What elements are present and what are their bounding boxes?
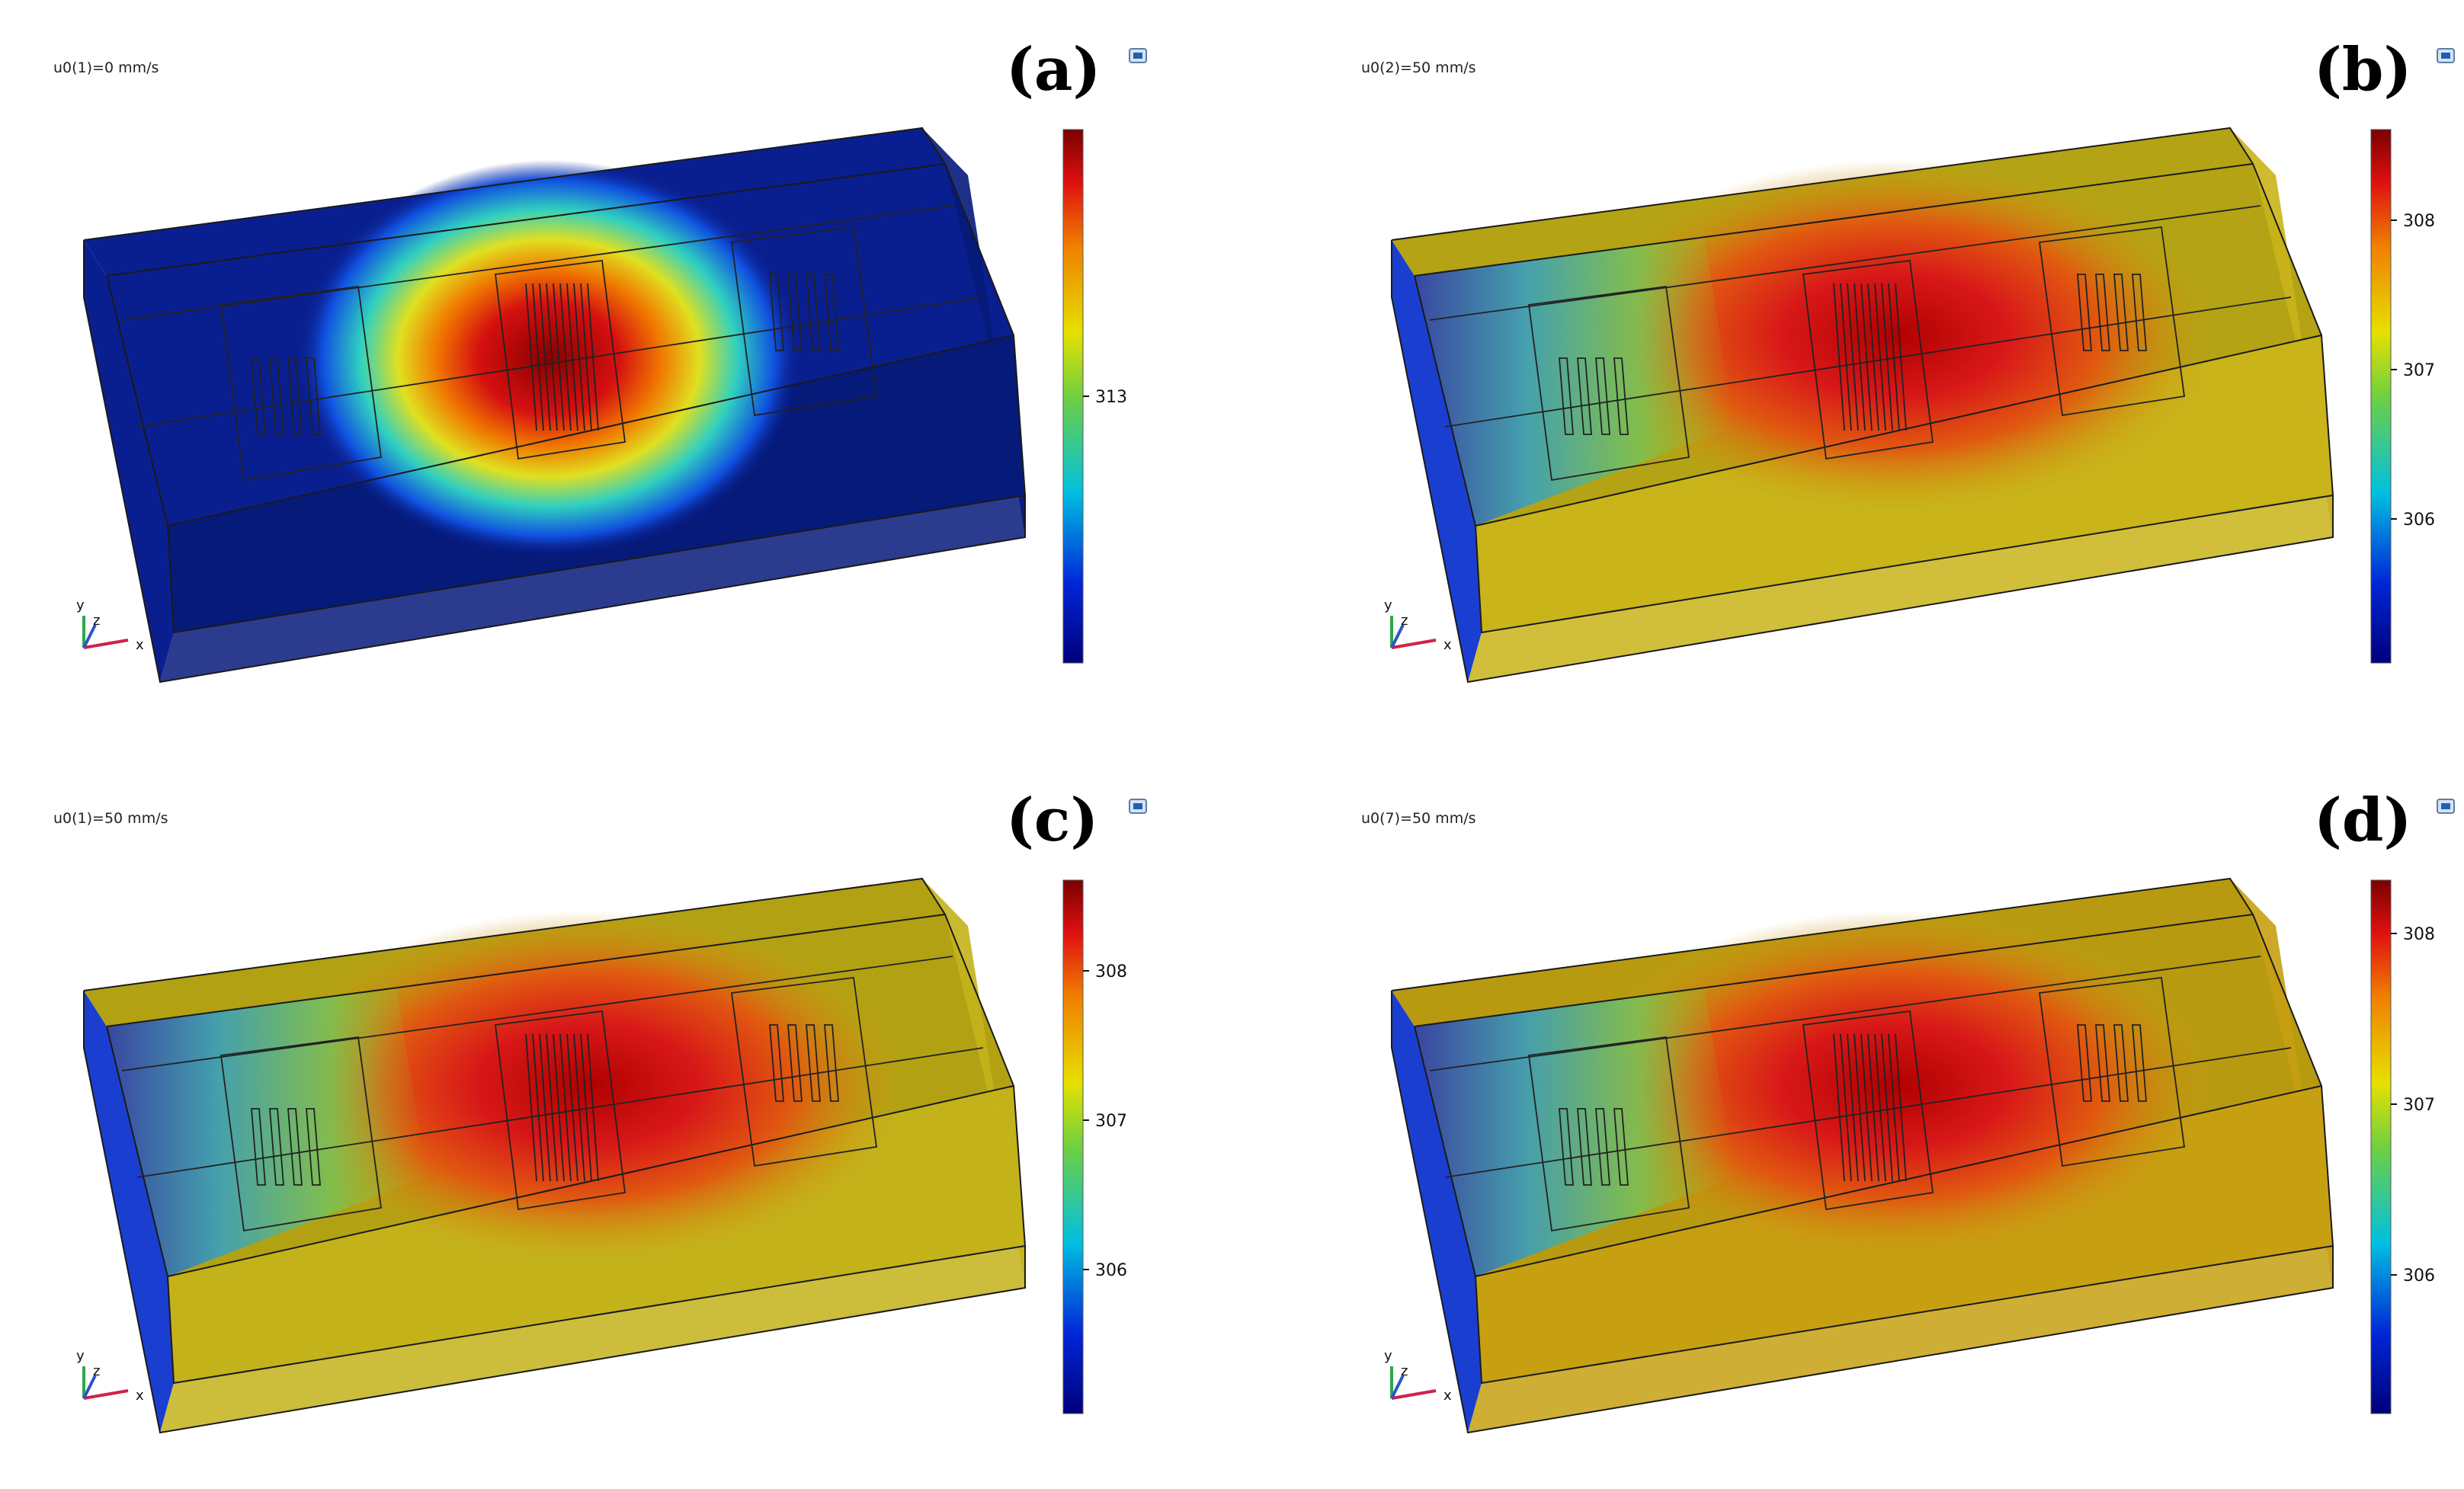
- serpentine-heater: [1833, 283, 1907, 431]
- axis-x-label: x: [136, 637, 144, 653]
- colorbar: 308 307 306: [1062, 879, 1127, 1414]
- colorbar-scale: [1062, 879, 1084, 1414]
- colorbar-scale: [1062, 129, 1084, 664]
- colorbar-scale: [2370, 129, 2392, 664]
- left-side: [84, 991, 174, 1433]
- serpentine-heater: [525, 1033, 599, 1182]
- bottom-face: [1468, 495, 2333, 682]
- electrode-patterns: [1527, 226, 2186, 482]
- heat-spot: [297, 160, 800, 556]
- heat-spot: [1575, 911, 2215, 1261]
- axis-y-label: y: [1384, 597, 1392, 613]
- colorbar-tick-label: 307: [2403, 361, 2435, 380]
- edge-lines: [83, 126, 1026, 684]
- axis-y-label: y: [76, 1348, 85, 1364]
- panel-label: (a): [1006, 35, 1101, 104]
- comb-electrodes: [251, 1024, 839, 1186]
- heat-spot: [1575, 160, 2215, 511]
- electrode-patterns: [219, 226, 878, 482]
- device-model: [1391, 877, 2334, 1434]
- bottom-face: [160, 495, 1025, 682]
- edge-lines: [83, 877, 1026, 1434]
- panel-label: (b): [2314, 35, 2411, 104]
- plot-window-icon: [2437, 48, 2455, 63]
- axis-triad: x yz: [1384, 1348, 1452, 1404]
- device-model: [1391, 126, 2334, 684]
- axis-x-label: x: [1443, 637, 1452, 653]
- left-side: [84, 240, 174, 682]
- colorbar-tick-label: 306: [2403, 1266, 2435, 1286]
- parameter-text: u0(1)=50 mm/s: [53, 810, 168, 827]
- axis-triad: x yz: [76, 597, 144, 653]
- bottom-face: [160, 1246, 1025, 1433]
- plot-window-icon: [1129, 799, 1147, 814]
- parameter-text: u0(7)=50 mm/s: [1361, 810, 1476, 827]
- device-model: [83, 126, 1026, 684]
- colorbar-tick-label: 307: [1095, 1112, 1127, 1131]
- panel-a: u0(1)=0 mm/s (a) x yz 313: [53, 35, 1147, 684]
- colorbar-tick-label: 306: [2403, 511, 2435, 530]
- colorbar-tick-label: 308: [1095, 962, 1127, 981]
- axis-z-label: z: [1401, 1363, 1408, 1379]
- left-side: [1392, 991, 1482, 1433]
- left-side: [1392, 240, 1482, 682]
- heat-spot: [267, 911, 907, 1261]
- parameter-text: u0(2)=50 mm/s: [1361, 59, 1476, 76]
- panel-label: (c): [1006, 786, 1098, 855]
- electrode-patterns: [1527, 976, 2186, 1232]
- axis-z-label: z: [93, 1363, 100, 1379]
- axis-z-label: z: [1401, 613, 1408, 629]
- plot-window-icon: [2437, 799, 2455, 814]
- comb-electrodes: [1559, 274, 2147, 435]
- colorbar-tick-label: 308: [2403, 925, 2435, 944]
- panel-c: u0(1)=50 mm/s (c) x yz 308 307 306: [53, 786, 1147, 1434]
- serpentine-heater: [525, 283, 599, 431]
- axis-x-label: x: [1443, 1388, 1452, 1404]
- colorbar-tick-label: 308: [2403, 212, 2435, 231]
- axis-y-label: y: [76, 597, 85, 613]
- axis-triad: x yz: [76, 1348, 144, 1404]
- panel-d: u0(7)=50 mm/s (d) x yz 308 307 306: [1361, 786, 2455, 1434]
- inlet-cool-zone: [1415, 236, 1735, 526]
- device-model: [83, 877, 1026, 1434]
- panel-b: u0(2)=50 mm/s (b) x yz 308 307 306: [1361, 35, 2455, 684]
- colorbar-scale: [2370, 879, 2392, 1414]
- colorbar: 313: [1062, 129, 1127, 664]
- comb-electrodes: [251, 274, 839, 435]
- colorbar: 308 307 306: [2370, 129, 2435, 664]
- comb-electrodes: [1559, 1024, 2147, 1186]
- plot-window-icon: [1129, 48, 1147, 63]
- edge-lines: [1391, 126, 2334, 684]
- axis-y-label: y: [1384, 1348, 1392, 1364]
- panel-label: (d): [2314, 786, 2411, 855]
- axis-triad: x yz: [1384, 597, 1452, 653]
- serpentine-heater: [1833, 1033, 1907, 1182]
- colorbar-tick-label: 306: [1095, 1261, 1127, 1280]
- bottom-face: [1468, 1246, 2333, 1433]
- edge-lines: [1391, 877, 2334, 1434]
- electrode-patterns: [219, 976, 878, 1232]
- axis-x-label: x: [136, 1388, 144, 1404]
- colorbar: 308 307 306: [2370, 879, 2435, 1414]
- parameter-text: u0(1)=0 mm/s: [53, 59, 159, 76]
- inlet-cool-zone: [107, 987, 427, 1276]
- colorbar-tick-label: 307: [2403, 1096, 2435, 1115]
- axis-z-label: z: [93, 613, 100, 629]
- inlet-cool-zone: [1415, 987, 1735, 1276]
- colorbar-tick-label: 313: [1095, 388, 1127, 407]
